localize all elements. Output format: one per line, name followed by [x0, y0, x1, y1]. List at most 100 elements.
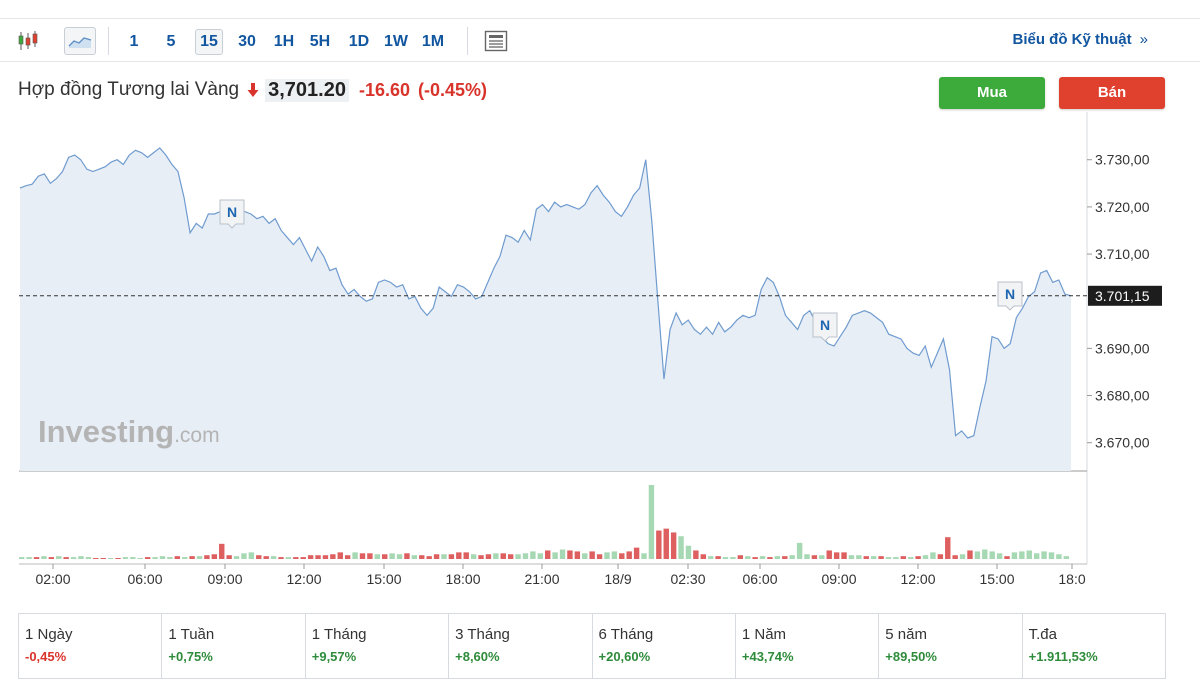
volume-bar	[411, 555, 418, 559]
interval-30[interactable]: 30	[238, 33, 256, 50]
volume-bar	[322, 555, 329, 559]
interval-1d[interactable]: 1D	[348, 33, 370, 50]
volume-bar	[441, 554, 447, 559]
y-tick-label: 3.690,00	[1095, 340, 1150, 356]
volume-bar	[1048, 552, 1055, 559]
news-marker[interactable]: N	[219, 199, 245, 229]
volume-bar	[507, 554, 514, 559]
volume-bar	[848, 555, 855, 559]
volume-bar	[782, 556, 788, 559]
volume-bar	[85, 557, 92, 559]
volume-bar	[730, 557, 736, 559]
volume-bar	[952, 555, 958, 559]
volume-bar	[826, 550, 832, 559]
price-area-fill	[20, 147, 1071, 471]
volume-bar	[833, 552, 840, 559]
volume-bar	[19, 557, 25, 559]
volume-bar	[841, 552, 847, 559]
buy-button[interactable]: Mua	[939, 77, 1045, 109]
volume-bar	[663, 528, 669, 559]
volume-bar	[485, 554, 492, 559]
volume-bar	[404, 553, 410, 559]
interval-1w[interactable]: 1W	[384, 33, 408, 50]
volume-bar	[989, 551, 995, 559]
volume-bar	[241, 553, 247, 559]
volume-bar	[130, 557, 136, 559]
performance-cell: 6 Tháng +20,60%	[593, 614, 736, 678]
x-tick-label: 12:00	[900, 571, 935, 587]
candlestick-icon[interactable]	[14, 27, 44, 55]
interval-5[interactable]: 5	[166, 33, 176, 50]
news-marker-box	[219, 199, 245, 229]
x-tick-label: 09:00	[821, 571, 856, 587]
volume-bar	[48, 557, 55, 559]
x-tick-label: 18:00	[445, 571, 480, 587]
volume-bar	[115, 558, 121, 559]
interval-5h[interactable]: 5H	[309, 33, 331, 50]
volume-bar	[530, 551, 536, 559]
volume-bar	[908, 557, 914, 559]
performance-cell: 3 Tháng +8,60%	[449, 614, 593, 678]
volume-bar	[774, 556, 781, 559]
volume-bar	[515, 554, 521, 559]
volume-bar	[885, 557, 892, 559]
x-tick-label: 18/9	[604, 571, 631, 587]
volume-bar	[745, 556, 751, 559]
volume-bar	[248, 552, 255, 559]
volume-bar	[582, 553, 588, 559]
volume-bar	[1056, 554, 1062, 559]
news-marker[interactable]: N	[812, 312, 838, 342]
toolbar-divider	[108, 27, 109, 55]
volume-bar	[678, 536, 684, 559]
price-change-percent: (-0.45%)	[418, 79, 488, 100]
volume-bar	[796, 542, 803, 559]
performance-period: 1 Năm	[741, 626, 787, 643]
x-tick-label: 21:00	[524, 571, 559, 587]
volume-bar	[107, 558, 114, 559]
volume-bar	[589, 551, 595, 559]
volume-bar	[352, 552, 358, 559]
x-tick-label: 12:00	[286, 571, 321, 587]
performance-change: +43,74%	[741, 649, 794, 664]
volume-bar	[93, 558, 99, 559]
volume-bar	[389, 553, 395, 559]
technical-chart-link[interactable]: Biểu đồ Kỹ thuật »	[1012, 31, 1148, 48]
y-tick-label: 3.670,00	[1095, 435, 1150, 451]
volume-bar	[382, 554, 388, 559]
y-tick-label: 3.710,00	[1095, 246, 1150, 262]
volume-bar	[433, 554, 440, 559]
volume-bar	[159, 556, 166, 559]
volume-bar	[1011, 552, 1018, 559]
news-list-icon[interactable]	[481, 27, 511, 55]
performance-change: +8,60%	[455, 649, 500, 664]
interval-15[interactable]: 15	[195, 29, 223, 55]
x-tick-label: 18:0	[1058, 571, 1085, 587]
price-chart[interactable]: Investing.com 3.701,15 3.730,00 3.720,00 3.7…	[0, 112, 1200, 602]
volume-bar	[922, 555, 929, 559]
volume-bar	[330, 554, 336, 559]
performance-period: 1 Tháng	[311, 626, 367, 643]
volume-bar	[819, 555, 825, 559]
performance-change: +9,57%	[311, 649, 357, 664]
performance-cell: T.đa +1.911,53%	[1023, 614, 1165, 678]
volume-bar	[122, 557, 129, 559]
volume-bar	[167, 557, 173, 559]
volume-bar	[219, 543, 225, 559]
volume-bar	[633, 547, 640, 559]
news-marker[interactable]: N	[997, 281, 1023, 311]
volume-bar	[278, 557, 284, 559]
interval-1m[interactable]: 1M	[421, 33, 445, 50]
interval-1h[interactable]: 1H	[273, 33, 295, 50]
volume-bar	[552, 552, 558, 559]
area-chart-icon[interactable]	[64, 27, 96, 55]
x-tick-label: 15:00	[979, 571, 1014, 587]
y-tick-label: 3.720,00	[1095, 199, 1150, 215]
volume-bar	[1019, 551, 1025, 559]
toolbar-divider	[467, 27, 468, 55]
sell-button[interactable]: Bán	[1059, 77, 1165, 109]
volume-bar	[500, 553, 506, 559]
volume-bar	[722, 557, 729, 559]
interval-1[interactable]: 1	[129, 33, 139, 50]
performance-change: +1.911,53%	[1028, 649, 1098, 664]
